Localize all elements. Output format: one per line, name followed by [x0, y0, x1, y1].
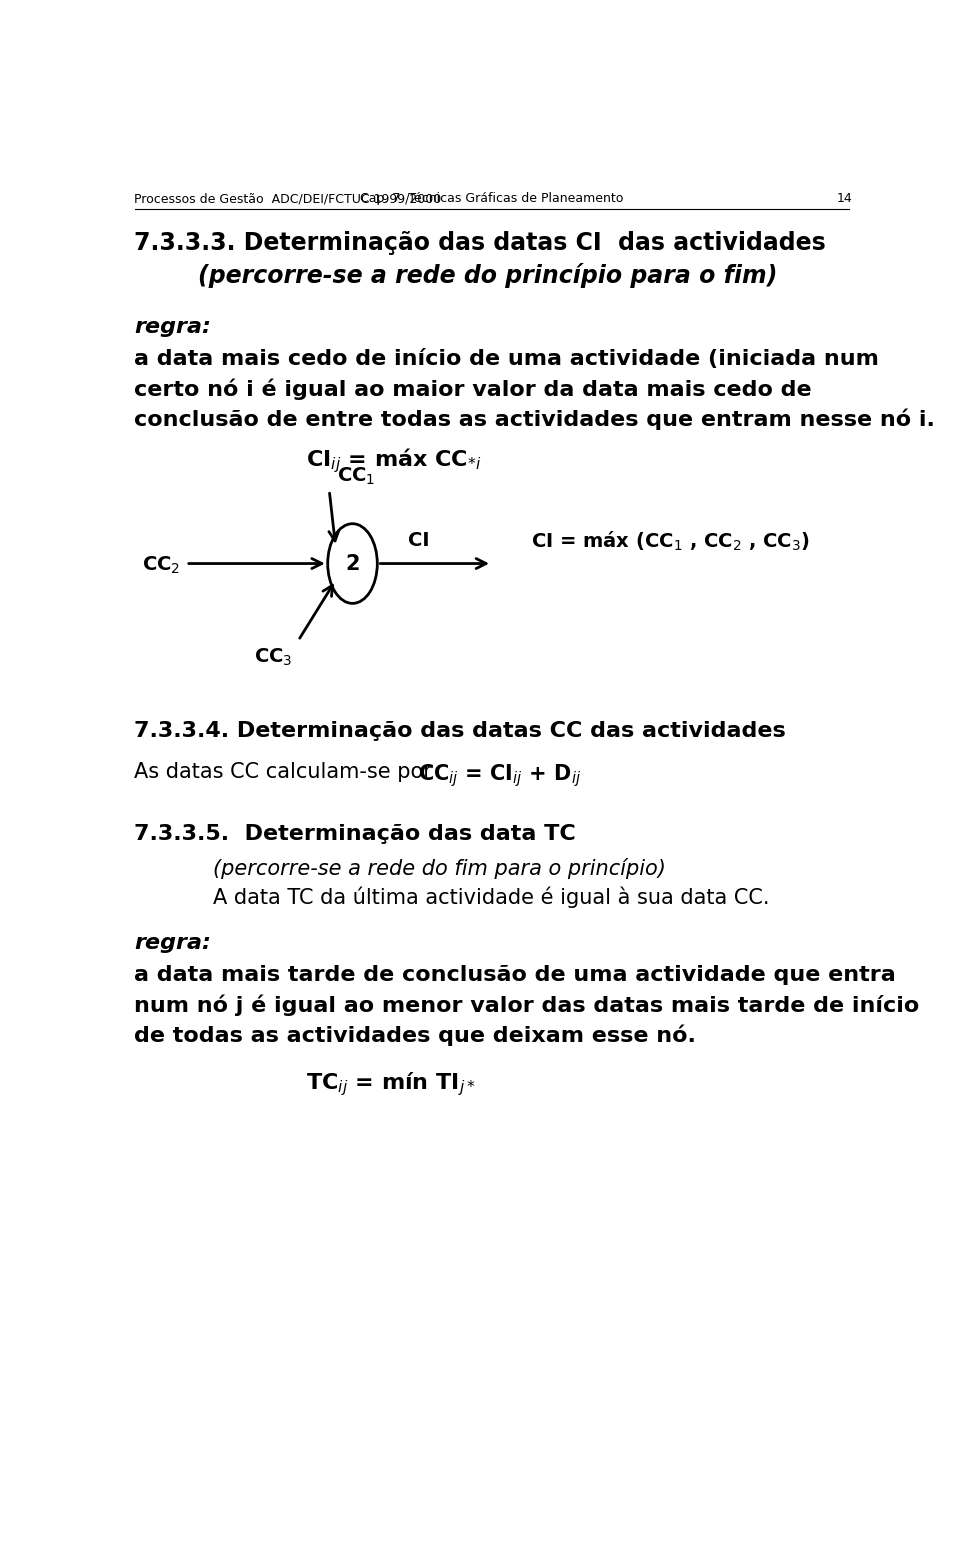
- Text: CC$_1$: CC$_1$: [337, 466, 375, 486]
- Text: CI = máx (CC$_1$ , CC$_2$ , CC$_3$): CI = máx (CC$_1$ , CC$_2$ , CC$_3$): [531, 529, 809, 553]
- Text: num nó j é igual ao menor valor das datas mais tarde de início: num nó j é igual ao menor valor das data…: [134, 995, 920, 1017]
- Text: CI: CI: [408, 531, 430, 549]
- Text: As datas CC calculam-se por: As datas CC calculam-se por: [134, 762, 439, 782]
- Text: (percorre-se a rede do fim para o princípio): (percorre-se a rede do fim para o princí…: [213, 858, 666, 878]
- Text: a data mais tarde de conclusão de uma actividade que entra: a data mais tarde de conclusão de uma ac…: [134, 965, 896, 986]
- Text: CC$_2$: CC$_2$: [142, 554, 180, 576]
- Text: a data mais cedo de início de uma actividade (iniciada num: a data mais cedo de início de uma activi…: [134, 349, 878, 369]
- Text: Cap. 7. Técnicas Gráficas de Planeamento: Cap. 7. Técnicas Gráficas de Planeamento: [360, 192, 624, 205]
- Text: 7.3.3.4. Determinação das datas CC das actividades: 7.3.3.4. Determinação das datas CC das a…: [134, 722, 785, 742]
- Text: 2: 2: [346, 554, 360, 574]
- Text: CI$_{ij}$ = máx CC$_{*i}$: CI$_{ij}$ = máx CC$_{*i}$: [306, 447, 481, 475]
- Text: 7.3.3.5.  Determinação das data TC: 7.3.3.5. Determinação das data TC: [134, 824, 576, 844]
- Text: (percorre-se a rede do princípio para o fim): (percorre-se a rede do princípio para o …: [198, 264, 777, 289]
- Text: 7.3.3.3. Determinação das datas CI  das actividades: 7.3.3.3. Determinação das datas CI das a…: [134, 231, 826, 255]
- Text: Processos de Gestão  ADC/DEI/FCTUC 1999/2000: Processos de Gestão ADC/DEI/FCTUC 1999/2…: [134, 192, 442, 205]
- Text: regra:: regra:: [134, 317, 211, 337]
- Text: certo nó i é igual ao maior valor da data mais cedo de: certo nó i é igual ao maior valor da dat…: [134, 379, 811, 400]
- Text: regra:: regra:: [134, 933, 211, 953]
- Text: de todas as actividades que deixam esse nó.: de todas as actividades que deixam esse …: [134, 1024, 696, 1046]
- Text: conclusão de entre todas as actividades que entram nesse nó i.: conclusão de entre todas as actividades …: [134, 408, 935, 430]
- Text: CC$_{ij}$ = CI$_{ij}$ + D$_{ij}$: CC$_{ij}$ = CI$_{ij}$ + D$_{ij}$: [419, 762, 582, 788]
- Text: TC$_{ij}$ = mín TI$_{j*}$: TC$_{ij}$ = mín TI$_{j*}$: [306, 1071, 476, 1097]
- Text: CC$_3$: CC$_3$: [253, 647, 292, 667]
- Text: A data TC da última actividade é igual à sua data CC.: A data TC da última actividade é igual à…: [213, 886, 770, 908]
- Text: 14: 14: [836, 192, 852, 205]
